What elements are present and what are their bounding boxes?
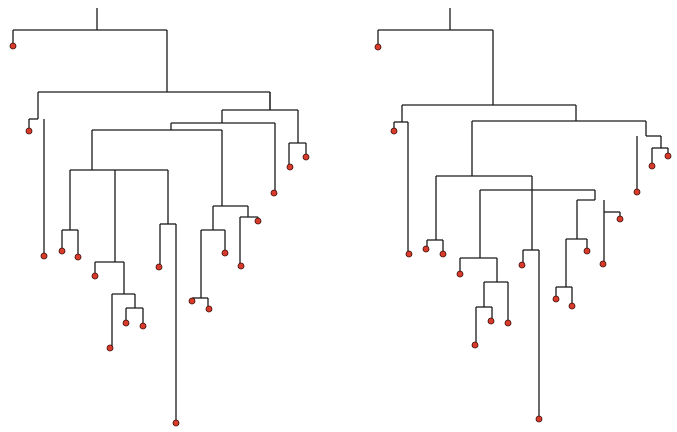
tree-left <box>9 8 310 427</box>
leaf-node <box>270 189 278 197</box>
tree-right <box>374 8 672 423</box>
leaf-node <box>74 253 82 261</box>
leaf-node <box>471 341 479 349</box>
leaf-node <box>91 272 99 280</box>
leaf-node <box>58 247 66 255</box>
leaf-node <box>172 419 180 427</box>
leaf-node <box>155 263 163 271</box>
leaf-node <box>504 319 512 327</box>
leaf-node <box>188 297 196 305</box>
leaf-node <box>487 317 495 325</box>
leaf-node <box>535 415 543 423</box>
leaf-node <box>552 295 560 303</box>
leaf-node <box>254 217 262 225</box>
leaf-node <box>456 270 464 278</box>
leaf-node <box>106 344 114 352</box>
leaf-node <box>139 322 147 330</box>
leaf-node <box>439 250 447 258</box>
leaf-node <box>205 305 213 313</box>
leaf-node <box>122 319 130 327</box>
leaf-node <box>237 262 245 270</box>
leaf-node <box>390 127 398 135</box>
leaf-node <box>25 127 33 135</box>
leaf-node <box>422 245 430 253</box>
leaf-node <box>374 43 382 51</box>
leaf-node <box>302 153 310 161</box>
leaf-node <box>648 162 656 170</box>
leaf-node <box>633 188 641 196</box>
leaf-node <box>664 152 672 160</box>
leaf-node <box>568 302 576 310</box>
leaf-node <box>40 252 48 260</box>
leaf-node <box>616 215 624 223</box>
leaf-node <box>518 261 526 269</box>
leaf-node <box>583 247 591 255</box>
leaf-node <box>286 163 294 171</box>
leaf-node <box>599 260 607 268</box>
leaf-node <box>221 249 229 257</box>
leaf-node <box>9 42 17 50</box>
leaf-node <box>405 250 413 258</box>
